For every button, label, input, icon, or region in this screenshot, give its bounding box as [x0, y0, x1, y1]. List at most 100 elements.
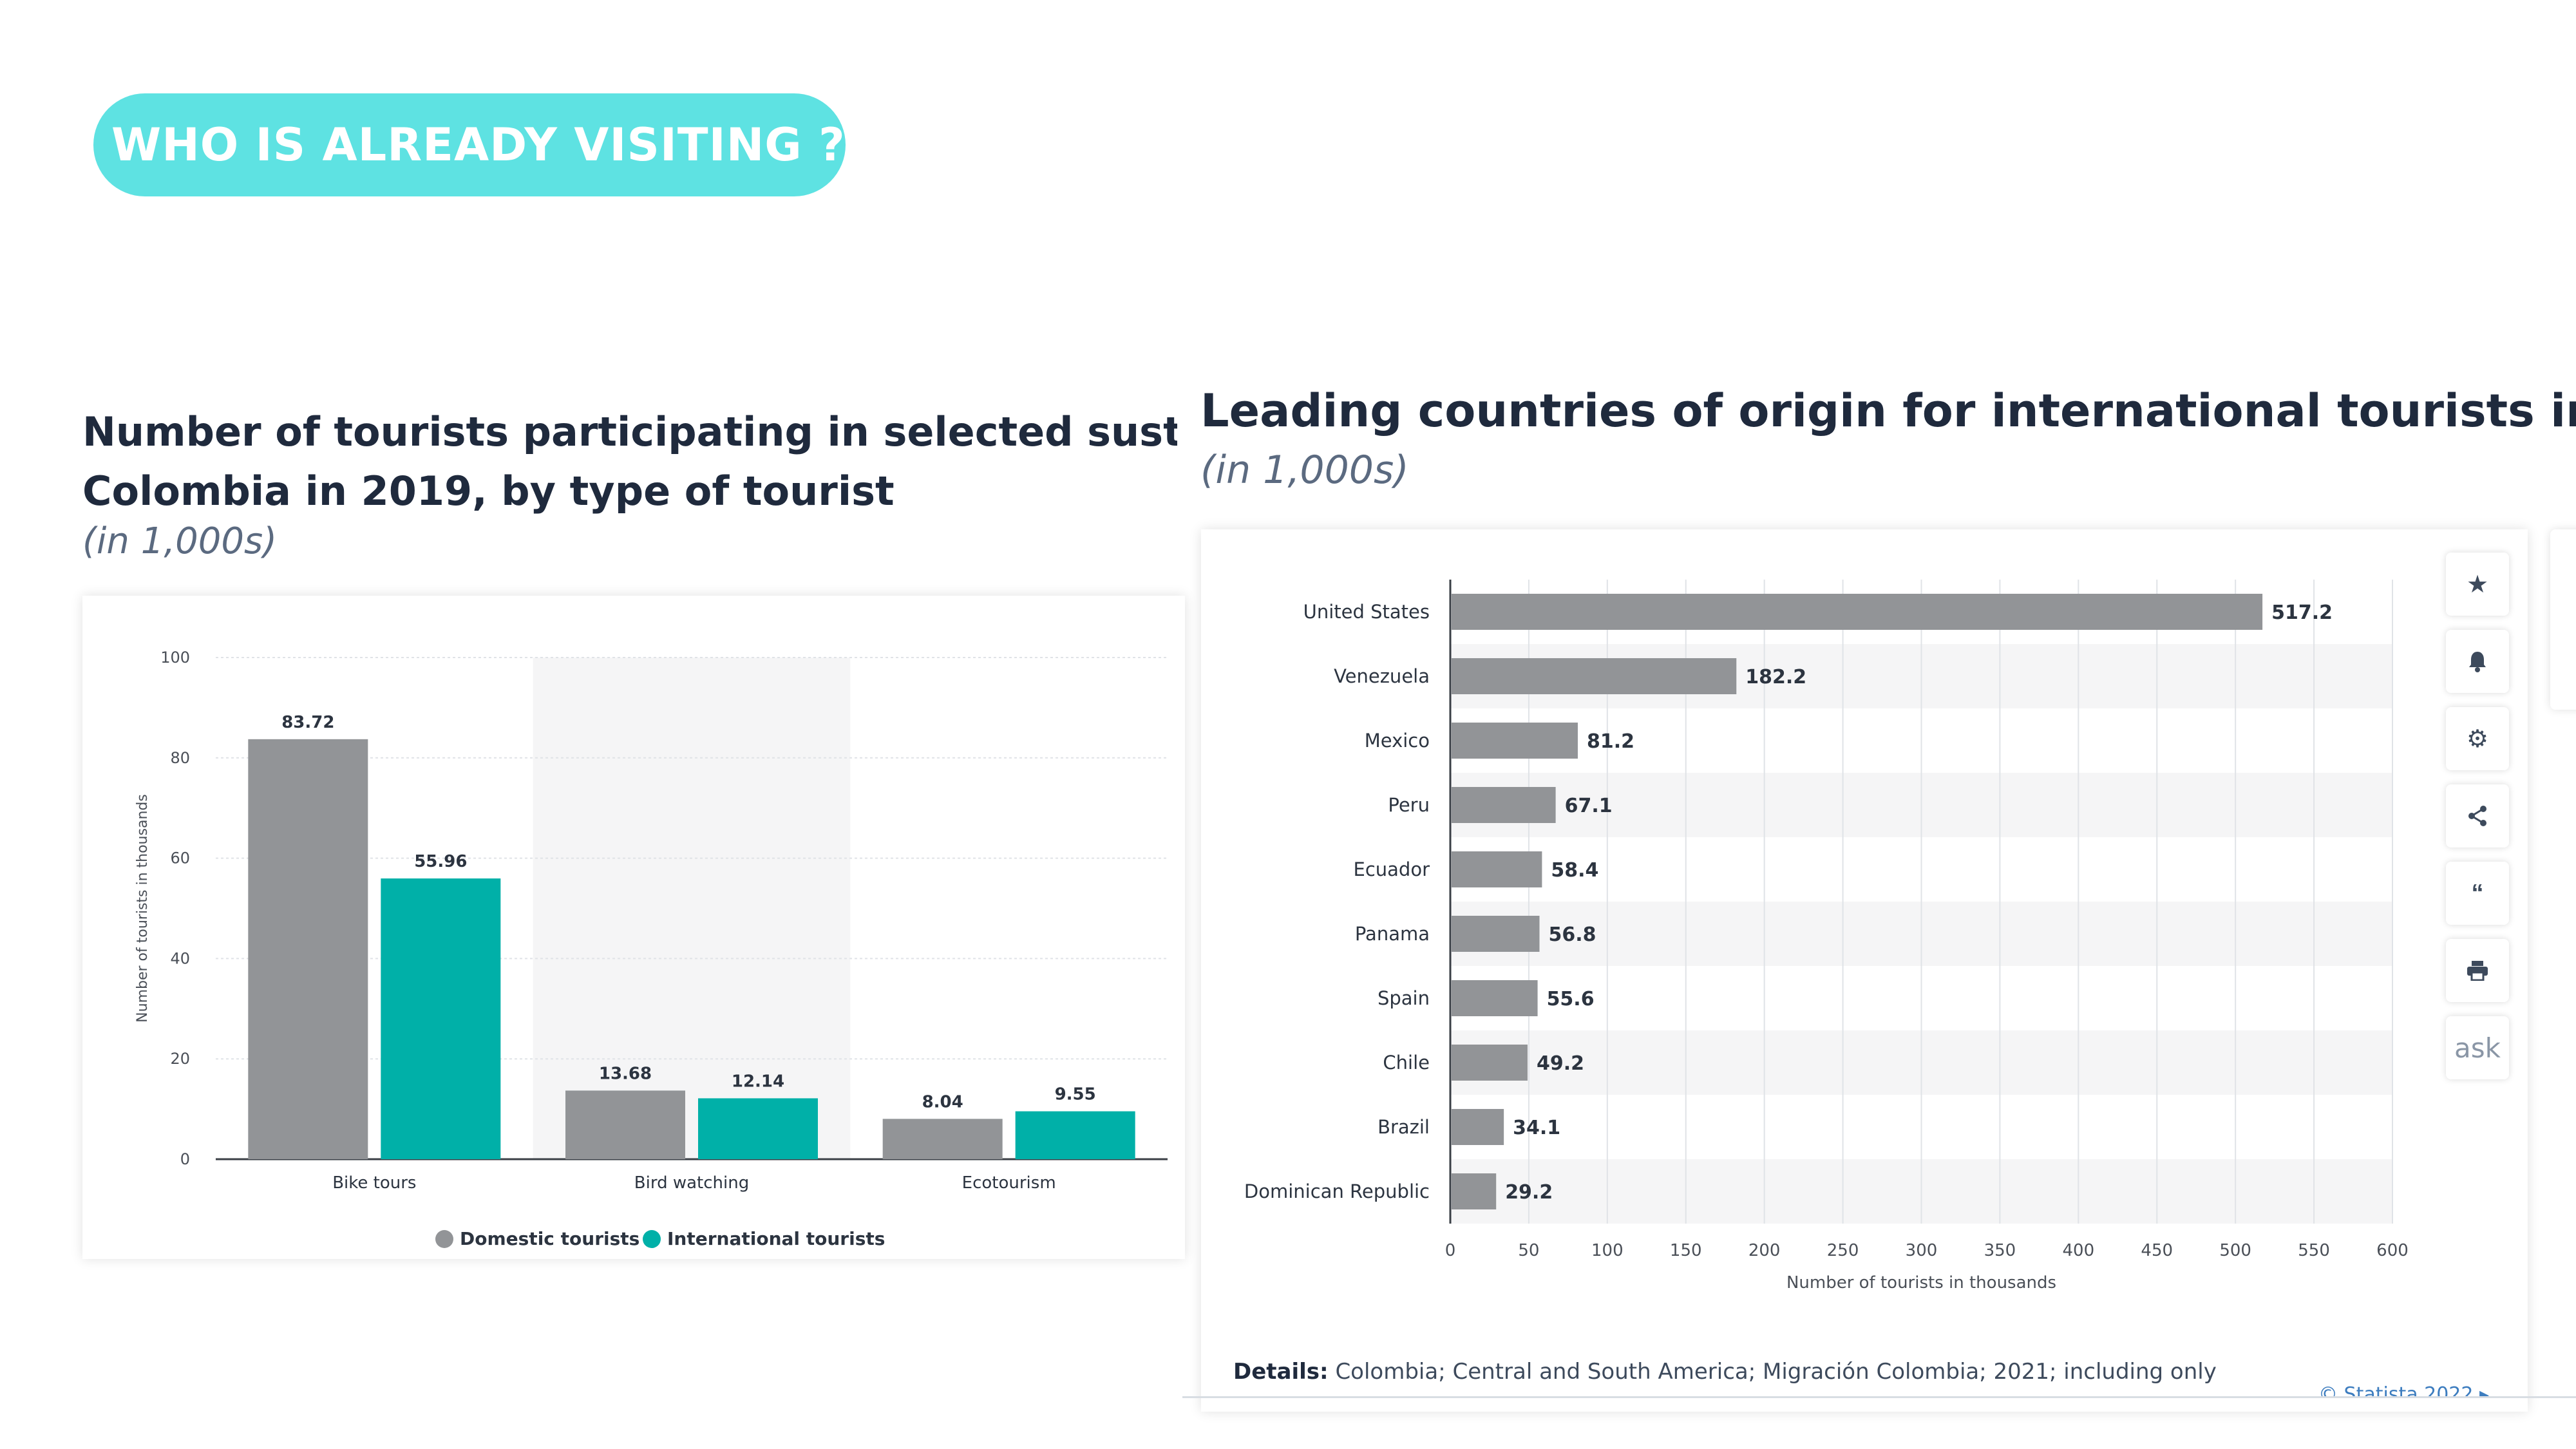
- favorite-button[interactable]: ★: [2446, 553, 2509, 616]
- category-band: [533, 658, 851, 1159]
- section-badge: WHO IS ALREADY VISITING ?: [93, 93, 846, 196]
- y-tick-label: 0: [180, 1150, 190, 1168]
- data-label: 81.2: [1587, 730, 1634, 753]
- x-tick-label: Bike tours: [332, 1173, 416, 1193]
- left-chart-subtitle: (in 1,000s): [82, 520, 278, 562]
- details-text: Colombia; Central and South America; Mig…: [1335, 1359, 2217, 1385]
- legend-label: International tourists: [667, 1228, 885, 1249]
- y-tick-label: Peru: [1388, 794, 1430, 816]
- copyright-link[interactable]: © Statista 2022 ▸: [2318, 1383, 2490, 1397]
- data-label: 56.8: [1548, 923, 1596, 946]
- x-tick-label: 200: [1748, 1241, 1781, 1260]
- data-label: 55.96: [414, 852, 467, 871]
- bar: [1452, 723, 1578, 759]
- data-label: 67.1: [1565, 795, 1613, 817]
- gear-icon: ⚙: [2466, 725, 2489, 753]
- x-tick-label: 600: [2376, 1241, 2409, 1260]
- x-tick-label: 550: [2298, 1241, 2330, 1260]
- data-label: 517.2: [2271, 601, 2333, 624]
- data-label: 83.72: [281, 713, 334, 732]
- ask-button[interactable]: ask: [2446, 1016, 2509, 1079]
- left-chart-title-line2: Colombia in 2019, by type of tourist: [82, 468, 895, 515]
- bar-international: [1015, 1111, 1135, 1159]
- grouped-bar-chart: 0 20 40 60 80 100 Number of tourists in thousa…: [135, 649, 1168, 1249]
- bar-international: [698, 1098, 818, 1159]
- bar-domestic: [882, 1119, 1003, 1159]
- x-tick-label: Ecotourism: [962, 1173, 1056, 1193]
- data-label: 34.1: [1513, 1117, 1560, 1139]
- settings-button[interactable]: ⚙: [2446, 707, 2509, 770]
- bar-domestic: [248, 739, 368, 1159]
- y-tick-label: Chile: [1383, 1052, 1430, 1074]
- y-tick-label: Mexico: [1365, 730, 1430, 752]
- y-tick-label: 20: [170, 1050, 190, 1068]
- x-tick-label: 300: [1906, 1241, 1938, 1260]
- share-icon: [2468, 806, 2486, 826]
- bar: [1452, 1109, 1504, 1145]
- data-label: 182.2: [1745, 666, 1806, 688]
- chart-toolbar: ★ ⚙ “ ask: [2446, 553, 2510, 1094]
- data-label: 29.2: [1505, 1181, 1553, 1204]
- bar: [1452, 594, 2263, 630]
- x-tick-label: 150: [1670, 1241, 1702, 1260]
- legend-marker: [435, 1230, 453, 1248]
- x-tick-label: 350: [1984, 1241, 2016, 1260]
- y-tick-label: 80: [170, 749, 190, 767]
- x-tick-label: 100: [1591, 1241, 1624, 1260]
- data-label: 9.55: [1055, 1085, 1096, 1104]
- left-chart-title-line1: Number of tourists participating in sele…: [82, 408, 1177, 455]
- legend-marker: [643, 1230, 661, 1248]
- star-icon: ★: [2466, 571, 2489, 598]
- y-tick-label: Ecuador: [1354, 858, 1430, 880]
- y-tick-label: 60: [170, 849, 190, 867]
- y-tick-label: United States: [1303, 601, 1430, 623]
- x-tick-label: 450: [2141, 1241, 2173, 1260]
- adjacent-card-edge: [2550, 529, 2576, 710]
- left-chart-title: Number of tourists participating in sele…: [82, 402, 1177, 521]
- data-label: 8.04: [922, 1092, 963, 1112]
- x-tick-label: 0: [1445, 1241, 1456, 1260]
- data-label: 49.2: [1537, 1052, 1584, 1075]
- bar: [1452, 980, 1538, 1016]
- y-tick-label: Brazil: [1378, 1116, 1430, 1138]
- right-chart-subtitle: (in 1,000s): [1200, 448, 1409, 493]
- bar: [1452, 916, 1540, 952]
- data-label: 13.68: [599, 1064, 652, 1083]
- x-tick-label: 500: [2219, 1241, 2251, 1260]
- cite-button[interactable]: “: [2446, 862, 2509, 925]
- x-tick-label: 250: [1827, 1241, 1859, 1260]
- notification-button[interactable]: [2446, 630, 2509, 693]
- data-label: 58.4: [1551, 859, 1598, 882]
- data-label: 12.14: [732, 1072, 784, 1091]
- quote-icon: “: [2471, 879, 2484, 907]
- print-icon: [2467, 961, 2488, 981]
- left-chart-card: 0 20 40 60 80 100 Number of tourists in thousa…: [82, 596, 1185, 1259]
- print-button[interactable]: [2446, 939, 2509, 1002]
- y-tick-label: 40: [170, 949, 190, 967]
- y-tick-label: Dominican Republic: [1244, 1180, 1430, 1202]
- ask-icon: ask: [2454, 1032, 2501, 1064]
- share-button[interactable]: [2446, 784, 2509, 848]
- bar-domestic: [565, 1090, 685, 1159]
- bar: [1452, 1173, 1497, 1209]
- horizontal-bar-chart: 0 50 100 150 200 250 300 350 400 450 500 550 600 Numb…: [1244, 580, 2409, 1293]
- chart-details: Details: Colombia; Central and South Ame…: [1233, 1359, 2217, 1385]
- bar: [1452, 851, 1542, 887]
- x-axis-label: Number of tourists in thousands: [1786, 1273, 2056, 1293]
- y-tick-label: Spain: [1378, 987, 1430, 1009]
- x-tick-label: Bird watching: [634, 1173, 749, 1193]
- x-tick-label: 400: [2063, 1241, 2095, 1260]
- data-label: 55.6: [1547, 988, 1595, 1010]
- details-label: Details:: [1233, 1359, 1329, 1385]
- divider: [1182, 1396, 2576, 1398]
- bell-icon: [2469, 652, 2486, 672]
- right-chart-card: 0 50 100 150 200 250 300 350 400 450 500 550 600 Numb…: [1201, 529, 2528, 1412]
- bar-international: [381, 878, 501, 1159]
- y-tick-label: 100: [160, 649, 190, 667]
- y-tick-label: Panama: [1355, 923, 1430, 945]
- x-tick-label: 50: [1518, 1241, 1539, 1260]
- legend-label: Domestic tourists: [460, 1228, 639, 1249]
- y-tick-label: Venezuela: [1334, 665, 1430, 687]
- bar: [1452, 787, 1556, 823]
- y-axis-label: Number of tourists in thousands: [135, 794, 151, 1023]
